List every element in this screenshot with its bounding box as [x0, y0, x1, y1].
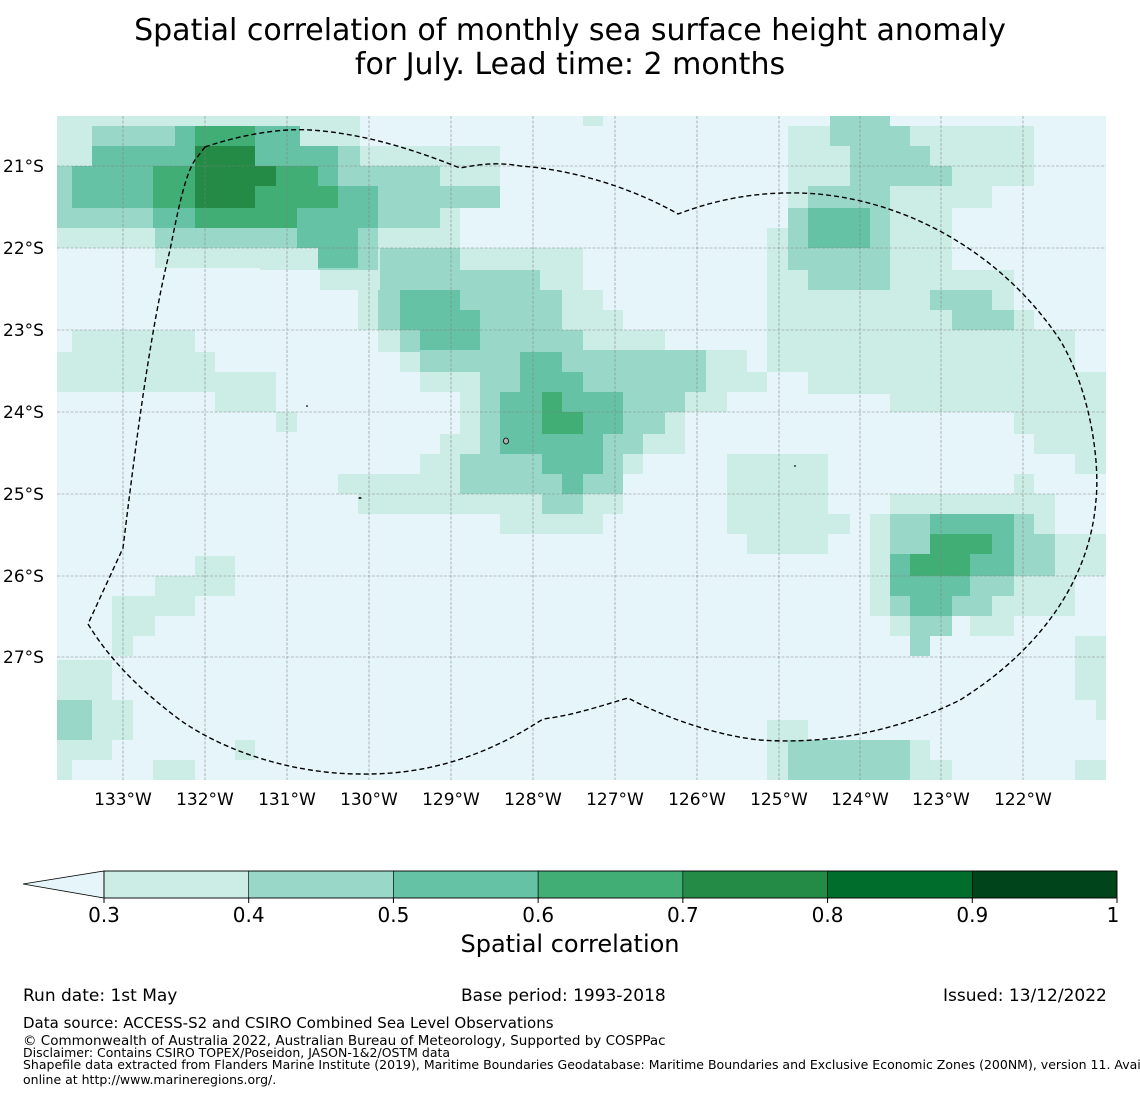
lon-tick-label: 130°W — [340, 790, 398, 810]
lat-tick-label: 21°S — [3, 157, 44, 177]
lon-tick-label: 128°W — [504, 790, 562, 810]
lon-tick-label: 124°W — [831, 790, 889, 810]
copyright: © Commonwealth of Australia 2022, Austra… — [23, 1033, 666, 1049]
colorbar-frame — [103, 870, 1118, 899]
colorbar-segment — [103, 870, 250, 899]
lat-tick-label: 27°S — [3, 648, 44, 668]
island-marker — [503, 437, 509, 445]
corr-patch — [788, 116, 1014, 330]
lon-tick-label: 129°W — [422, 790, 480, 810]
issued-date: Issued: 13/12/2022 — [943, 986, 1107, 1006]
colorbar-tick-label: 0.4 — [233, 903, 265, 927]
shapefile-url: online at http://www.marineregions.org/. — [23, 1072, 277, 1087]
base-period: Base period: 1993-2018 — [461, 986, 666, 1006]
colorbar-segment — [682, 870, 828, 899]
title-line-2: for July. Lead time: 2 months — [354, 47, 786, 82]
corr-patch — [808, 208, 870, 248]
colorbar-tick-label: 0.8 — [812, 903, 844, 927]
colorbar-segment — [537, 870, 684, 899]
lon-axis: 133°W 132°W 131°W 130°W 129°W 128°W 127°… — [94, 790, 1052, 810]
run-date: Run date: 1st May — [23, 986, 178, 1006]
corr-patch — [583, 116, 1106, 474]
island-marker — [306, 405, 308, 407]
corr-patch — [57, 700, 910, 780]
lat-tick-label: 23°S — [3, 321, 44, 341]
data-source: Data source: ACCESS-S2 and CSIRO Combine… — [23, 1014, 554, 1032]
colorbar-tick-label: 0.7 — [667, 903, 699, 927]
islands — [306, 405, 797, 499]
colorbar-tick-label: 1 — [1107, 903, 1120, 927]
colorbar-tick-label: 0.5 — [378, 903, 410, 927]
lon-tick-label: 127°W — [586, 790, 644, 810]
chart-title: Spatial correlation of monthly sea surfa… — [0, 14, 1140, 82]
graticule — [57, 116, 1106, 780]
corr-patch — [400, 290, 623, 494]
lon-tick-label: 133°W — [94, 790, 152, 810]
shapefile-credit: Shapefile data extracted from Flanders M… — [23, 1057, 1140, 1072]
lat-tick-label: 26°S — [3, 567, 44, 587]
map-panel: 21°S 22°S 23°S 24°S 25°S 26°S 27°S 133°W… — [3, 116, 1106, 810]
island-marker — [793, 465, 797, 467]
lat-tick-label: 22°S — [3, 239, 44, 259]
lon-tick-label: 122°W — [994, 790, 1052, 810]
corr-patch — [195, 146, 276, 208]
lon-tick-label: 132°W — [176, 790, 234, 810]
correlation-field — [57, 116, 1106, 780]
colorbar-label: Spatial correlation — [460, 930, 680, 958]
corr-patch — [910, 534, 992, 576]
lon-tick-label: 125°W — [750, 790, 808, 810]
corr-patch — [57, 330, 1106, 780]
colorbar-extend-arrow — [22, 870, 105, 899]
lon-tick-label: 123°W — [912, 790, 970, 810]
colorbar-tick-label: 0.9 — [956, 903, 988, 927]
colorbar-segment — [971, 870, 1118, 899]
corr-patch — [542, 392, 583, 434]
colorbar-segment — [827, 870, 973, 899]
lon-tick-label: 126°W — [668, 790, 726, 810]
title-line-1: Spatial correlation of monthly sea surfa… — [134, 13, 1006, 48]
colorbar-ticks: 0.3 0.4 0.5 0.6 0.7 0.8 0.9 1 — [88, 898, 1119, 927]
colorbar-tick-label: 0.6 — [522, 903, 554, 927]
colorbar-segments — [103, 870, 1118, 899]
colorbar-segment — [393, 870, 539, 899]
lon-tick-label: 131°W — [258, 790, 316, 810]
colorbar-segment — [248, 870, 394, 899]
lat-axis: 21°S 22°S 23°S 24°S 25°S 26°S 27°S — [3, 157, 44, 668]
lat-tick-label: 24°S — [3, 403, 44, 423]
colorbar: 0.3 0.4 0.5 0.6 0.7 0.8 0.9 1 — [22, 870, 1119, 927]
eez-boundary — [87, 128, 1098, 775]
island-marker — [358, 497, 362, 499]
colorbar-tick-label: 0.3 — [88, 903, 120, 927]
disclaimer: Disclaimer: Contains CSIRO TOPEX/Poseido… — [23, 1045, 451, 1060]
lat-tick-label: 25°S — [3, 485, 44, 505]
